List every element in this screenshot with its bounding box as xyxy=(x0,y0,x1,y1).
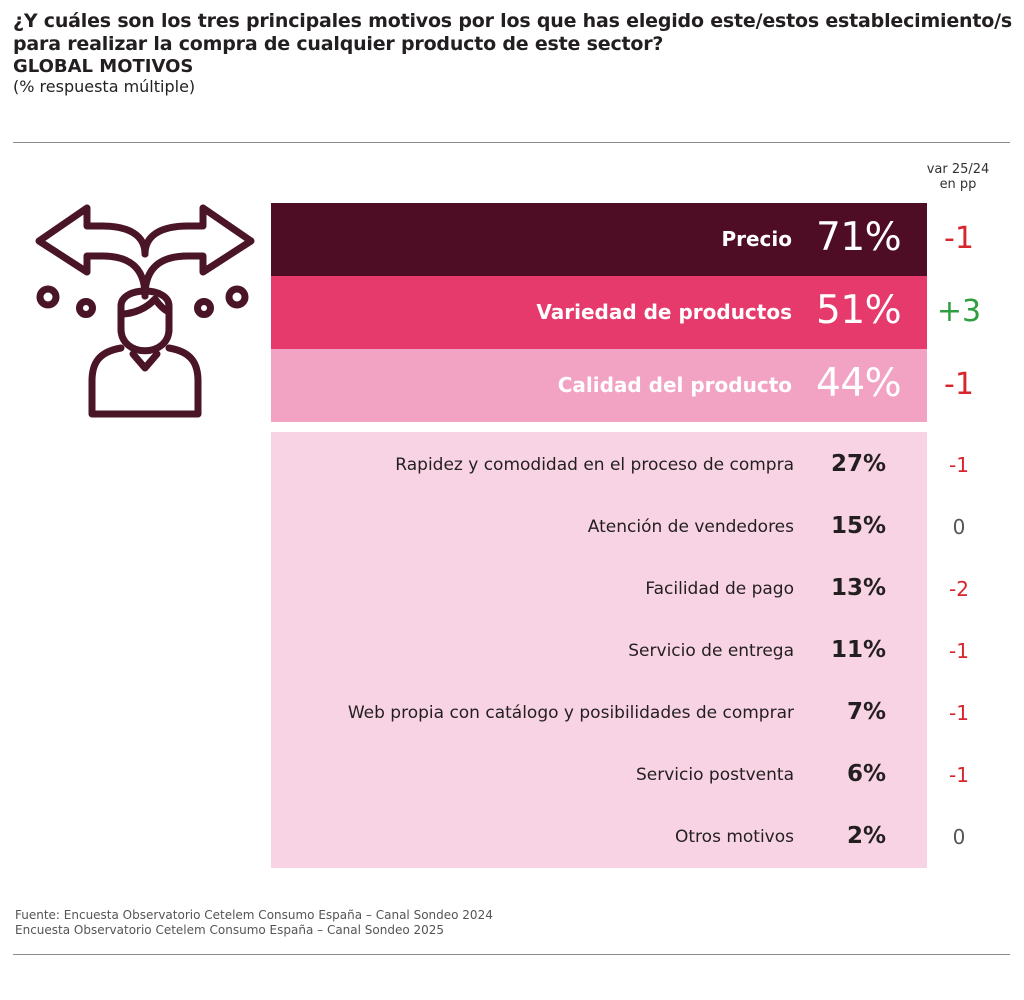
value-rapidez-y-comodidad: 27% xyxy=(830,451,886,477)
value-servicio-de-entrega: 11% xyxy=(830,637,886,663)
source-line-1: Fuente: Encuesta Observatorio Cetelem Co… xyxy=(15,908,493,922)
variation-otros-motivos: 0 xyxy=(952,825,966,849)
label-rapidez-y-comodidad: Rapidez y comodidad en el proceso de com… xyxy=(395,455,794,475)
source-footer: Fuente: Encuesta Observatorio Cetelem Co… xyxy=(15,908,493,938)
secondary-motives-panel xyxy=(271,432,927,868)
chart-subtitle: GLOBAL MOTIVOS xyxy=(13,56,194,77)
variation-web-propia: -1 xyxy=(949,701,969,725)
source-line-2: Encuesta Observatorio Cetelem Consumo Es… xyxy=(15,923,445,937)
value-otros-motivos: 2% xyxy=(846,823,886,849)
variation-precio: -1 xyxy=(944,220,974,256)
variation-header-line2: en pp xyxy=(939,177,977,192)
value-servicio-postventa: 6% xyxy=(846,761,886,787)
value-atencion-de-vendedores: 15% xyxy=(830,513,886,539)
bar-calidad-del-producto xyxy=(271,349,927,422)
variation-rapidez-y-comodidad: -1 xyxy=(949,453,969,477)
bottom-divider xyxy=(13,954,1010,955)
value-facilidad-de-pago: 13% xyxy=(830,575,886,601)
value-variedad-de-productos: 51% xyxy=(816,287,902,333)
label-atencion-de-vendedores: Atención de vendedores xyxy=(587,517,794,537)
variation-header: var 25/24 en pp xyxy=(918,162,998,192)
label-precio: Precio xyxy=(721,226,792,251)
variation-facilidad-de-pago: -2 xyxy=(949,577,969,601)
response-note: (% respuesta múltiple) xyxy=(13,77,196,96)
value-web-propia: 7% xyxy=(846,699,886,725)
value-precio: 71% xyxy=(816,214,902,260)
label-calidad-del-producto: Calidad del producto xyxy=(557,372,792,397)
value-calidad-del-producto: 44% xyxy=(816,360,902,406)
decision-arrows-person-icon xyxy=(30,196,260,426)
variation-atencion-de-vendedores: 0 xyxy=(952,515,966,539)
top-divider xyxy=(13,142,1010,143)
bar-variedad-de-productos xyxy=(271,276,927,349)
header: ¿Y cuáles son los tres principales motiv… xyxy=(13,10,1013,97)
variation-variedad-de-productos: +3 xyxy=(936,293,982,329)
variation-header-line1: var 25/24 xyxy=(926,162,990,177)
variation-calidad-del-producto: -1 xyxy=(944,366,974,402)
label-servicio-de-entrega: Servicio de entrega xyxy=(628,641,794,661)
variation-servicio-postventa: -1 xyxy=(949,763,969,787)
label-otros-motivos: Otros motivos xyxy=(675,827,794,847)
label-web-propia: Web propia con catálogo y posibilidades … xyxy=(347,703,794,723)
label-servicio-postventa: Servicio postventa xyxy=(636,765,794,785)
variation-servicio-de-entrega: -1 xyxy=(949,639,969,663)
question-title: ¿Y cuáles son los tres principales motiv… xyxy=(13,10,1012,55)
bar-precio xyxy=(271,203,927,276)
label-facilidad-de-pago: Facilidad de pago xyxy=(645,579,794,599)
label-variedad-de-productos: Variedad de productos xyxy=(536,299,792,324)
